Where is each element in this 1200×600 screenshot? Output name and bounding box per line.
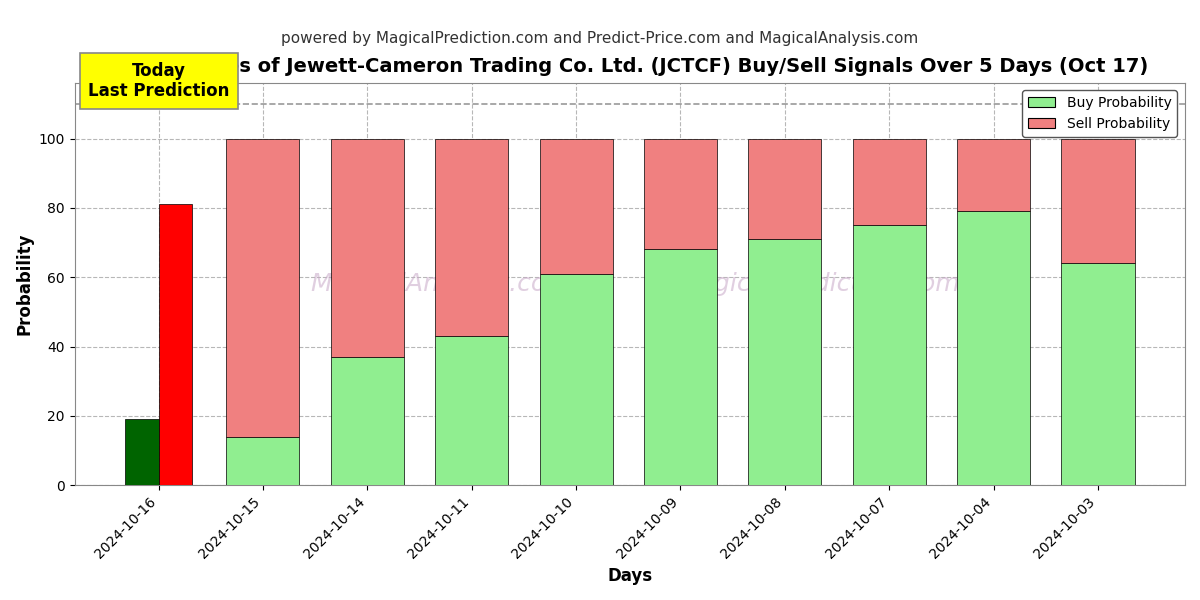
Bar — [125, 419, 158, 485]
Bar — [644, 250, 716, 485]
Bar — [1062, 263, 1134, 485]
Bar — [158, 205, 192, 485]
Bar — [227, 139, 300, 437]
Bar — [436, 139, 509, 336]
Bar — [749, 239, 821, 485]
Bar — [853, 225, 925, 485]
Bar — [540, 274, 613, 485]
Text: powered by MagicalPrediction.com and Predict-Price.com and MagicalAnalysis.com: powered by MagicalPrediction.com and Pre… — [281, 31, 919, 46]
Title: Probabilities of Jewett-Cameron Trading Co. Ltd. (JCTCF) Buy/Sell Signals Over 5: Probabilities of Jewett-Cameron Trading … — [112, 57, 1148, 76]
Bar — [749, 139, 821, 239]
Bar — [644, 139, 716, 250]
Y-axis label: Probability: Probability — [16, 233, 34, 335]
Bar — [227, 437, 300, 485]
Text: Today
Last Prediction: Today Last Prediction — [88, 62, 229, 100]
Bar — [1062, 139, 1134, 263]
Legend: Buy Probability, Sell Probability: Buy Probability, Sell Probability — [1022, 91, 1177, 137]
X-axis label: Days: Days — [607, 567, 653, 585]
Text: MagicalPrediction.com: MagicalPrediction.com — [677, 272, 960, 296]
Text: MagicalAnalysis.com: MagicalAnalysis.com — [311, 272, 571, 296]
Bar — [436, 336, 509, 485]
Bar — [958, 211, 1030, 485]
Bar — [540, 139, 613, 274]
Bar — [331, 139, 404, 357]
Bar — [853, 139, 925, 225]
Bar — [958, 139, 1030, 211]
Bar — [331, 357, 404, 485]
